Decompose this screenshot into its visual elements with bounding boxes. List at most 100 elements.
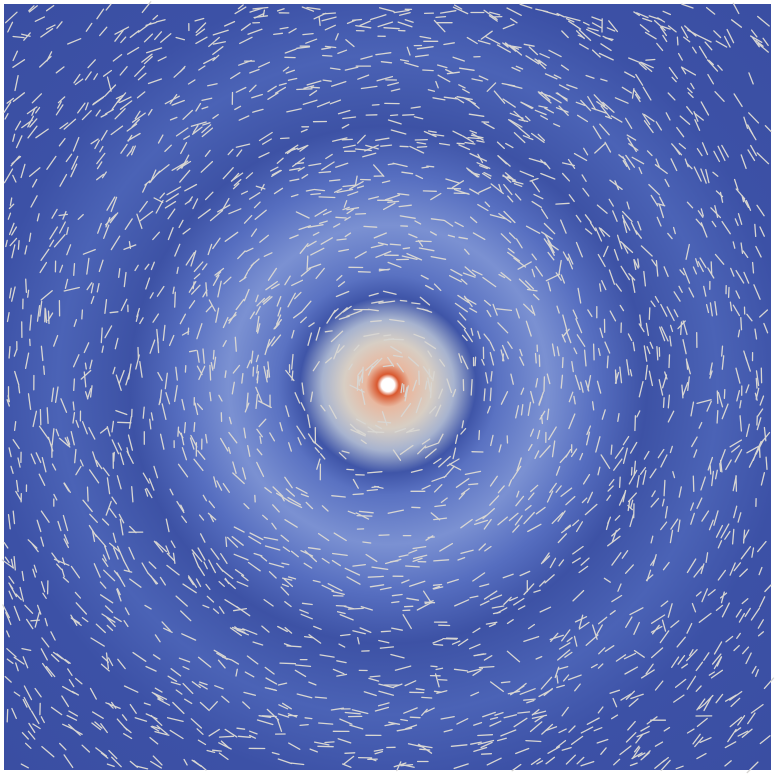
arrow xyxy=(277,625,288,633)
arrow xyxy=(331,552,348,557)
arrow xyxy=(384,723,396,727)
arrow xyxy=(556,305,560,314)
arrow xyxy=(517,711,531,714)
arrow xyxy=(422,366,433,380)
arrow xyxy=(590,663,598,669)
arrow xyxy=(547,281,552,292)
arrow xyxy=(375,137,390,141)
arrow xyxy=(75,465,82,476)
arrow xyxy=(235,298,245,311)
arrow xyxy=(68,679,75,688)
arrow xyxy=(734,727,742,733)
arrow xyxy=(95,623,106,634)
arrow xyxy=(511,465,522,480)
arrow xyxy=(733,178,739,191)
arrow xyxy=(338,643,346,648)
arrow xyxy=(145,21,157,27)
arrow xyxy=(560,487,573,497)
arrow xyxy=(24,245,28,255)
arrow xyxy=(597,616,608,625)
arrow xyxy=(362,541,372,544)
arrow xyxy=(434,504,447,508)
arrow xyxy=(754,392,758,401)
arrow xyxy=(443,465,455,479)
arrow xyxy=(580,99,592,112)
arrow xyxy=(403,707,418,714)
arrow xyxy=(530,390,535,404)
arrow xyxy=(582,21,590,26)
arrow xyxy=(682,339,687,355)
arrow xyxy=(421,696,433,699)
arrow xyxy=(214,267,225,276)
arrow xyxy=(100,129,108,141)
arrow xyxy=(585,74,595,79)
arrow xyxy=(456,142,465,145)
arrow xyxy=(349,724,364,730)
arrow xyxy=(99,26,108,37)
arrow xyxy=(273,187,284,195)
arrow xyxy=(202,604,210,609)
arrow xyxy=(224,231,239,242)
arrow xyxy=(344,216,351,221)
arrow xyxy=(530,757,541,766)
arrow xyxy=(204,191,214,201)
arrow xyxy=(116,718,128,731)
arrow xyxy=(597,347,601,357)
arrow xyxy=(548,426,557,441)
arrow xyxy=(454,599,470,607)
arrow xyxy=(626,201,630,210)
arrow xyxy=(721,355,725,370)
arrow xyxy=(630,466,633,476)
arrow xyxy=(669,324,674,333)
arrow xyxy=(727,728,737,743)
arrow xyxy=(690,401,695,417)
arrow xyxy=(41,637,50,648)
arrow xyxy=(705,552,709,564)
arrow xyxy=(302,99,318,106)
arrow xyxy=(129,760,139,768)
arrow xyxy=(535,8,549,13)
arrow xyxy=(33,564,38,573)
arrow xyxy=(108,749,118,760)
arrow xyxy=(261,138,272,145)
arrow xyxy=(598,647,606,655)
arrow xyxy=(356,375,359,392)
arrow xyxy=(546,490,554,503)
arrow xyxy=(528,157,546,164)
arrow xyxy=(198,365,206,381)
arrow xyxy=(604,115,613,120)
arrow xyxy=(344,66,359,71)
arrow xyxy=(387,200,400,203)
arrow xyxy=(623,652,637,660)
arrow xyxy=(539,606,552,613)
arrow xyxy=(240,23,251,31)
arrow xyxy=(501,344,509,360)
arrow xyxy=(443,729,453,733)
arrow xyxy=(509,119,523,128)
arrow xyxy=(523,303,534,314)
arrow xyxy=(608,198,614,207)
arrow xyxy=(249,311,256,320)
arrow xyxy=(292,157,306,168)
arrow xyxy=(523,698,536,701)
arrow xyxy=(301,602,313,606)
arrow xyxy=(724,760,732,767)
arrow xyxy=(267,361,271,378)
arrow xyxy=(533,589,541,593)
arrow xyxy=(288,742,301,750)
arrow xyxy=(572,545,584,555)
arrow xyxy=(757,15,770,27)
arrow xyxy=(746,761,759,774)
arrow xyxy=(629,499,634,509)
arrow xyxy=(749,35,763,43)
arrow xyxy=(84,102,89,111)
arrow xyxy=(180,142,188,155)
arrow xyxy=(613,248,619,261)
arrow xyxy=(637,220,642,231)
arrow xyxy=(430,218,445,222)
arrow xyxy=(732,2,740,15)
arrow xyxy=(123,569,133,573)
arrow xyxy=(72,618,80,624)
arrow xyxy=(464,470,482,476)
arrow xyxy=(417,445,427,455)
